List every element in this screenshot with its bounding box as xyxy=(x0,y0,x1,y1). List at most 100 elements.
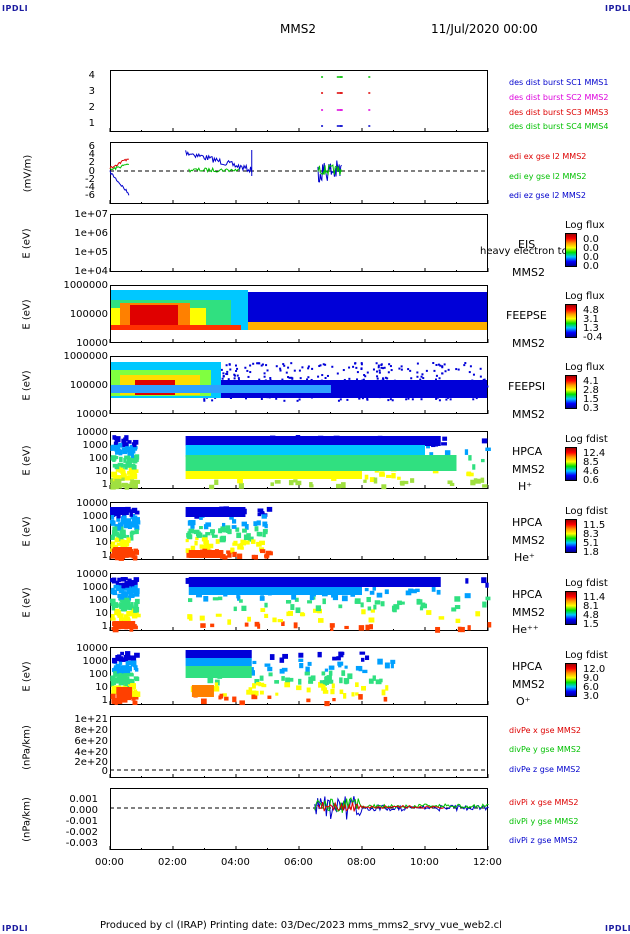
spectrogram-cell xyxy=(337,661,344,666)
spectrogram-cell xyxy=(120,469,125,474)
spectrogram-cell xyxy=(287,610,293,616)
spectrogram-cell xyxy=(370,609,375,613)
spectrogram-cell xyxy=(331,683,335,689)
spectrogram-cell xyxy=(117,522,124,528)
spectrogram-cell xyxy=(378,371,381,374)
spectrogram-cell xyxy=(226,528,230,534)
spectrogram-cell xyxy=(395,383,398,386)
spectrogram-cell xyxy=(185,538,189,543)
spectrogram-cell xyxy=(118,660,123,665)
spectrogram-cell xyxy=(116,676,122,682)
spectrogram-cell xyxy=(111,471,118,478)
spectrogram-cell xyxy=(127,578,132,582)
spectrogram-cell xyxy=(111,530,117,536)
legend-edi-ey: edi ey gse l2 MMS2 xyxy=(509,172,587,181)
spectrogram-cell xyxy=(244,381,247,384)
colorbar-value: 11.5 xyxy=(583,520,606,531)
spectrogram-cell xyxy=(128,665,132,672)
spectrogram-cell xyxy=(114,455,119,460)
spectrogram-cell xyxy=(126,457,133,463)
spectrogram-cell xyxy=(232,696,237,703)
spectrogram-cell xyxy=(246,533,251,537)
spectrogram-cell xyxy=(214,479,219,485)
spectrogram-cell xyxy=(304,395,307,398)
spectrogram-cell xyxy=(247,375,250,378)
spectrogram-cell xyxy=(292,380,295,383)
colorbar-title: Log flux xyxy=(565,291,605,302)
spectrogram-cell xyxy=(287,376,290,379)
spectrogram-cell xyxy=(237,553,243,559)
tick-label: 1 xyxy=(101,479,108,490)
spectrogram-cell xyxy=(221,377,224,380)
spectrogram-cell xyxy=(134,510,140,515)
spectrogram-cell xyxy=(125,542,130,547)
spectrogram-cell xyxy=(358,397,361,400)
colorbar-title: Log fdist xyxy=(565,434,608,445)
spectrogram-cell xyxy=(114,680,119,684)
tick-label: -2 xyxy=(85,174,95,185)
spectrogram-cell xyxy=(211,399,214,402)
spectrogram-cell xyxy=(290,362,293,365)
spectrogram-cell xyxy=(330,625,334,632)
label-feepse: FEEPSE xyxy=(506,309,547,322)
spectrogram-cell xyxy=(438,399,441,402)
spectrogram-cell xyxy=(391,389,394,392)
tick-label: -0.003 xyxy=(65,838,98,849)
label-hpca-hepp-sc: MMS2 xyxy=(512,606,545,619)
spectrogram-cell xyxy=(447,396,450,399)
spectrogram-cell xyxy=(331,593,336,598)
tick-label: 1 xyxy=(88,118,95,129)
spectrogram-cell xyxy=(341,482,346,489)
spectrogram-cell xyxy=(309,594,314,601)
colorbar-value: 4.1 xyxy=(583,376,599,387)
spectrogram-cell xyxy=(134,598,140,605)
spectrogram-cell xyxy=(388,393,391,396)
spectrogram-cell xyxy=(250,667,254,671)
spectrogram-cell xyxy=(328,670,333,676)
spectrogram-cell xyxy=(209,529,215,534)
spectrogram-cell xyxy=(477,391,480,394)
spectrogram-cell xyxy=(419,378,422,381)
spectrogram-cell xyxy=(229,515,234,520)
spectrogram-cell xyxy=(268,392,271,395)
spectrogram-cell xyxy=(337,399,340,402)
spectrogram-cell xyxy=(293,369,296,372)
spectrogram-cell xyxy=(127,440,132,444)
colorbar-value: 8.1 xyxy=(583,601,599,612)
spectrogram-cell xyxy=(237,377,240,380)
spectrogram-cell xyxy=(124,597,130,602)
spectrogram-cell xyxy=(328,679,334,684)
spectrogram-cell xyxy=(128,468,135,472)
spectrogram-cell xyxy=(369,477,375,483)
spectrogram-cell xyxy=(124,435,129,441)
tick-label: 4e+20 xyxy=(74,747,108,758)
spectrogram-cell xyxy=(112,458,116,462)
spectrogram-cell xyxy=(324,668,329,672)
spectrogram-cell xyxy=(361,392,364,395)
spectrogram-cell xyxy=(219,693,224,699)
spectrogram-cell xyxy=(245,397,248,400)
spectrogram-cell xyxy=(115,580,120,586)
spectrogram-cell xyxy=(415,588,420,593)
spectrogram-cell xyxy=(113,443,120,447)
spectrogram-cell xyxy=(366,371,369,374)
spectrogram-cell xyxy=(275,365,278,368)
spectrogram-cell xyxy=(118,533,122,539)
spectrogram-cell xyxy=(253,521,258,527)
spectrogram-cell xyxy=(373,392,376,395)
spectrogram-cell xyxy=(120,539,125,545)
spectrogram-cell xyxy=(131,473,136,478)
spectrogram-cell xyxy=(307,600,313,604)
colorbar-value: 1.5 xyxy=(583,619,599,630)
spectrogram-cell xyxy=(416,371,419,374)
ylabel-hpca-h: E (eV) xyxy=(21,445,33,476)
spectrogram-cell xyxy=(410,386,413,389)
spectrogram-cell xyxy=(118,679,125,686)
spectrogram-cell xyxy=(110,479,114,484)
spectrogram-cell xyxy=(125,461,131,466)
spectrogram-cell xyxy=(338,604,343,609)
spectrogram-cell xyxy=(420,375,423,378)
spectrogram-cell xyxy=(133,592,140,597)
spectrogram-cell xyxy=(393,379,396,382)
